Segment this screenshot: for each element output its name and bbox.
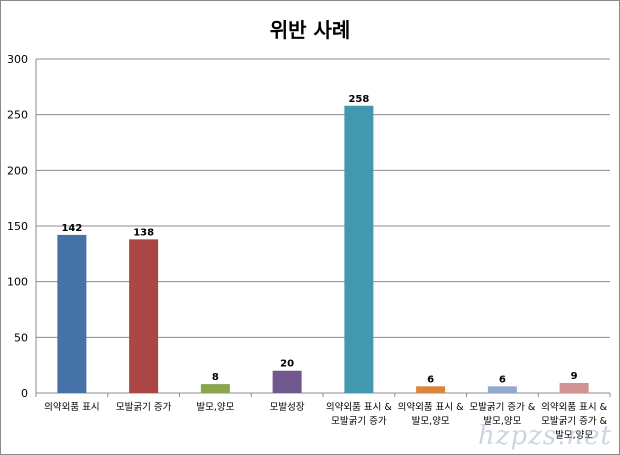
chart-title: 위반 사례 (269, 18, 351, 42)
y-tick-label: 250 (7, 109, 28, 122)
x-tick-label: 발모,양모 (483, 416, 521, 427)
bar (487, 386, 517, 393)
bar (200, 384, 230, 393)
bar (416, 386, 446, 393)
x-tick-label: 모발성장 (270, 402, 305, 413)
x-tick-label: 모발굵기 증가 (116, 402, 172, 413)
x-tick-label: 의약외품 표시 & (398, 401, 464, 413)
bar (344, 105, 374, 393)
data-label: 142 (61, 223, 82, 234)
bar (57, 234, 87, 393)
y-tick-label: 100 (7, 276, 28, 289)
bar (272, 370, 302, 393)
x-tick-label: 발모,양모 (555, 430, 593, 441)
bar (559, 382, 589, 393)
y-tick-label: 200 (7, 164, 28, 177)
data-label: 138 (133, 227, 154, 238)
bar (129, 239, 159, 393)
x-tick-label: 발모,양모 (412, 416, 450, 427)
data-label: 6 (499, 374, 506, 385)
x-tick-label: 의약외품 표시 & (541, 401, 607, 413)
data-label: 258 (348, 94, 369, 105)
data-label: 9 (571, 371, 578, 382)
x-tick-label: 의약외품 표시 & (326, 401, 392, 413)
y-tick-label: 0 (21, 387, 28, 400)
y-tick-label: 50 (14, 331, 28, 344)
x-tick-label: 모발굵기 증가 (331, 416, 387, 427)
x-tick-label: 모발굵기 증가 & (541, 416, 607, 427)
x-tick-label: 모발굵기 증가 & (469, 402, 535, 413)
data-label: 6 (427, 374, 434, 385)
y-tick-label: 150 (7, 220, 28, 233)
watermark: hzpzs.net (478, 421, 612, 451)
x-tick-label: 의약외품 표시 (44, 401, 99, 413)
x-tick-label: 발모,양모 (196, 402, 234, 413)
data-label: 20 (280, 359, 294, 370)
y-tick-label: 300 (7, 53, 28, 66)
data-label: 8 (212, 372, 219, 383)
